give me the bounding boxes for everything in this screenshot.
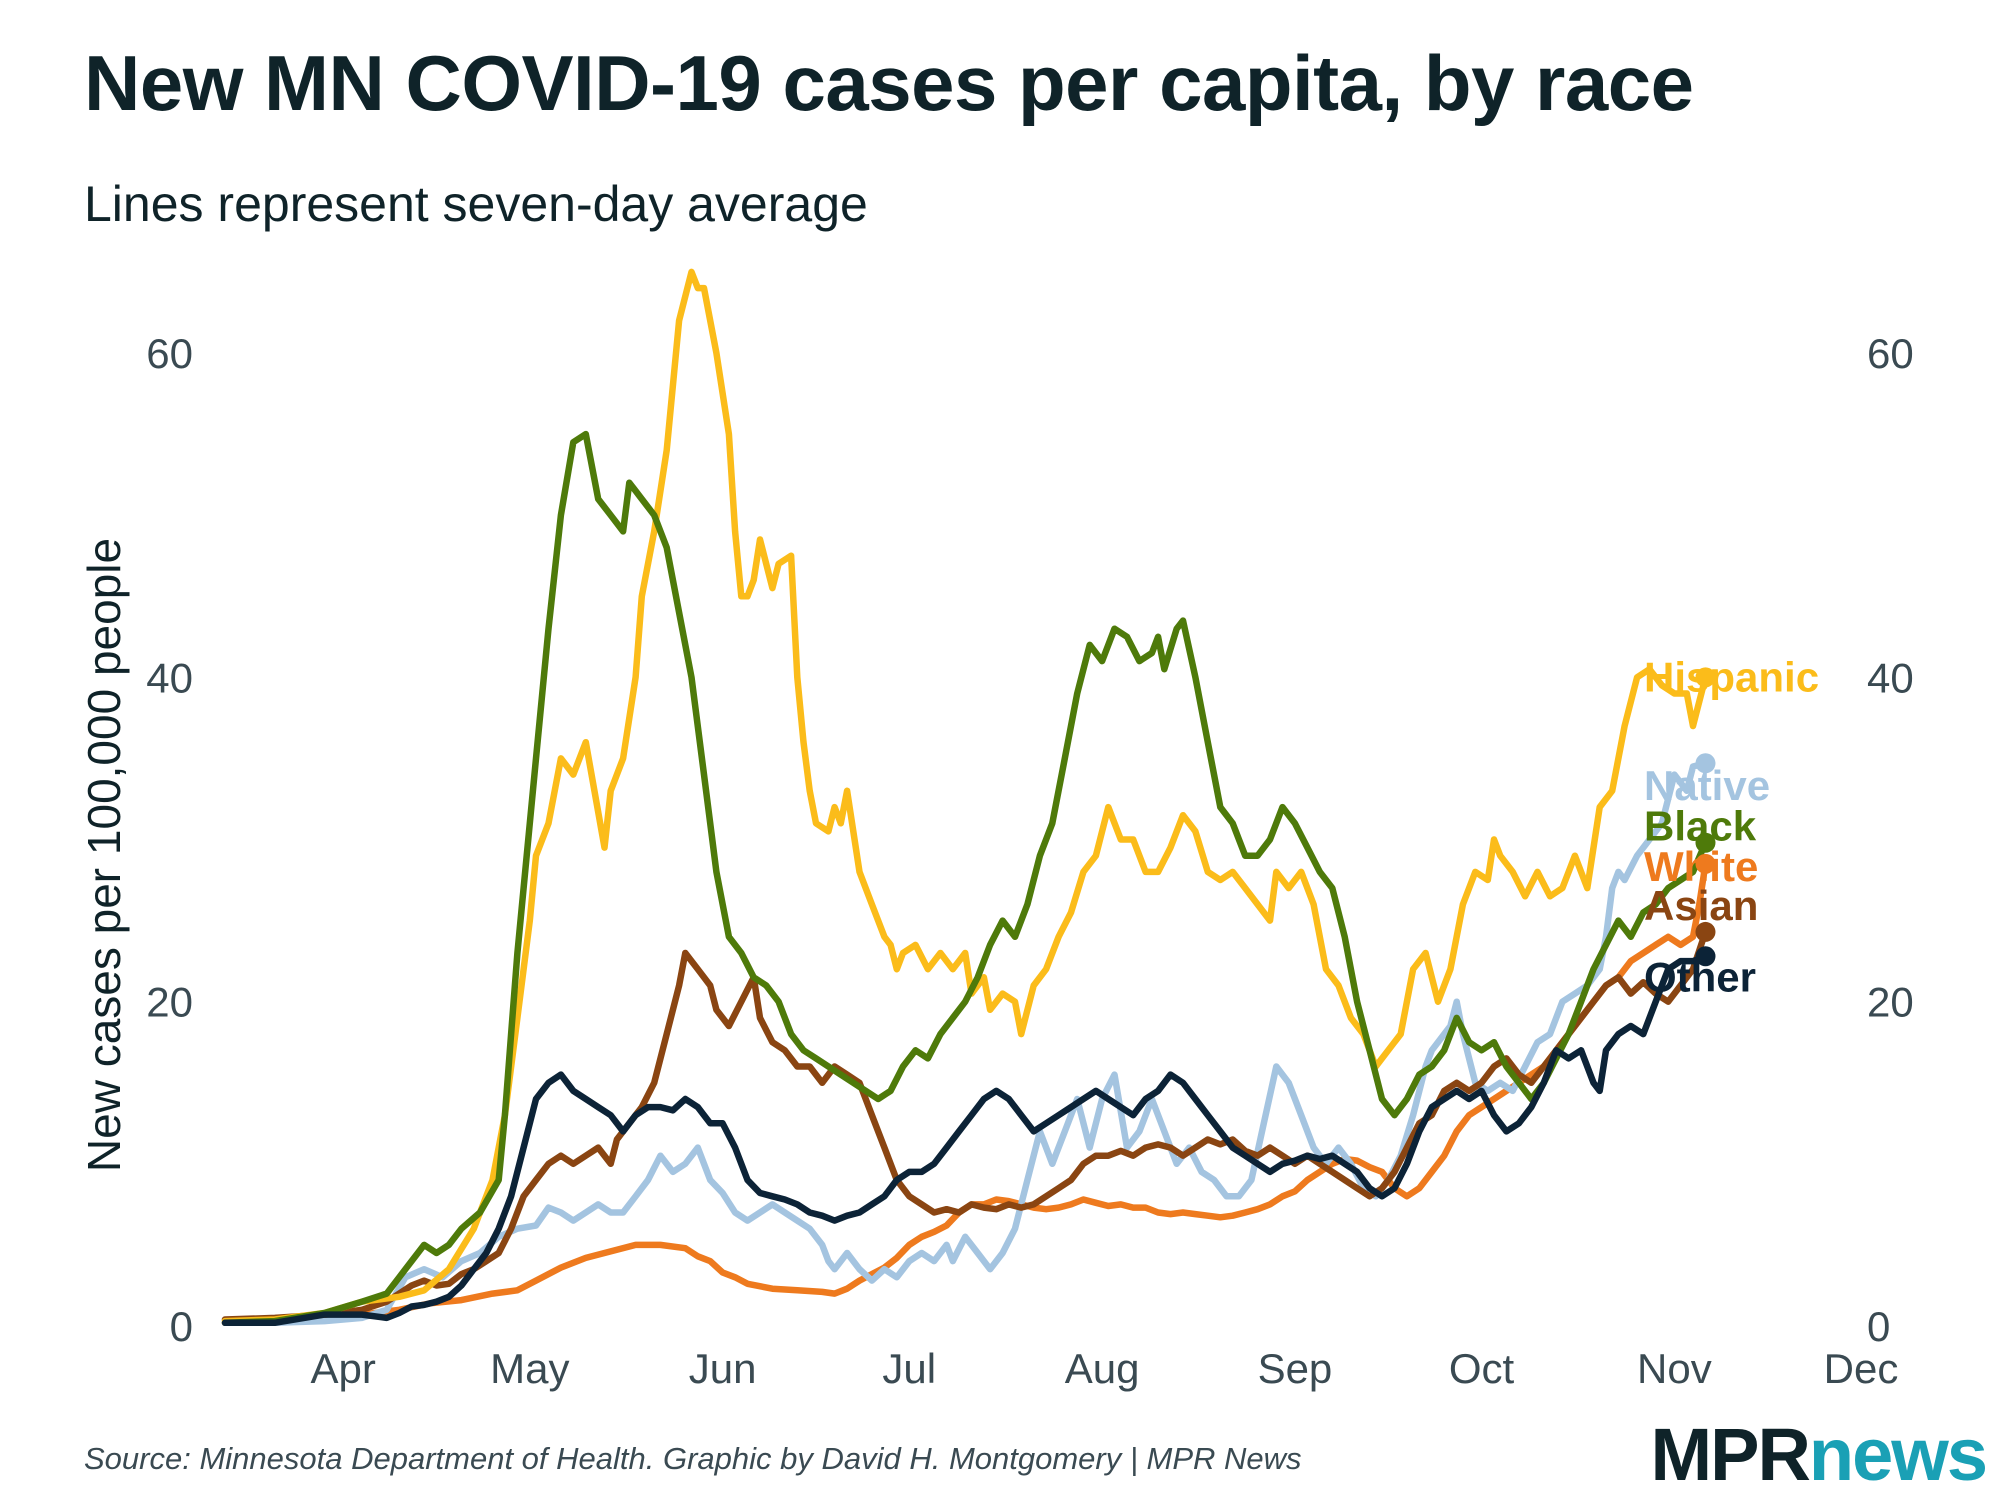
chart-title: New MN COVID-19 cases per capita, by rac… — [84, 39, 1694, 127]
series-line-native — [221, 760, 1709, 1327]
series-end-dot-native — [1695, 753, 1716, 774]
y-tick-right: 0 — [1867, 1303, 1890, 1350]
y-axis-left: 0 20 40 60 — [146, 330, 193, 1350]
x-tick-sep: Sep — [1258, 1345, 1333, 1392]
y-tick-left: 60 — [146, 330, 193, 377]
y-tick-left: 40 — [146, 654, 193, 701]
series-end-dot-hispanic — [1695, 667, 1716, 688]
y-tick-left: 20 — [146, 979, 193, 1026]
y-tick-left: 0 — [170, 1303, 193, 1350]
series-line-black — [221, 430, 1709, 1327]
series-end-dot-black — [1695, 832, 1716, 853]
series-label-hispanic: Hispanic — [1644, 653, 1819, 700]
series-line-hispanic — [221, 268, 1709, 1325]
source-note: Source: Minnesota Department of Health. … — [84, 1441, 1302, 1476]
series-end-dot-asian — [1695, 921, 1716, 942]
series-label-other: Other — [1644, 953, 1756, 1000]
series-end-dot-other — [1695, 946, 1716, 967]
series-label-white: White — [1644, 843, 1758, 890]
x-tick-jul: Jul — [882, 1345, 936, 1392]
series-label-asian: Asian — [1644, 882, 1758, 929]
series-labels: White Native Asian Hispanic Black Other — [1644, 653, 1819, 1000]
y-axis-label: New cases per 100,000 people — [78, 538, 130, 1172]
logo-mpr: MPR — [1650, 1413, 1810, 1496]
x-tick-may: May — [490, 1345, 569, 1392]
x-tick-dec: Dec — [1824, 1345, 1899, 1392]
x-tick-nov: Nov — [1637, 1345, 1712, 1392]
x-tick-aug: Aug — [1065, 1345, 1140, 1392]
mpr-news-logo: MPRnews — [1650, 1418, 1988, 1492]
x-tick-jun: Jun — [689, 1345, 757, 1392]
series-lines — [221, 268, 1709, 1327]
series-end-markers — [1695, 667, 1716, 967]
series-line-other — [221, 953, 1709, 1327]
series-line-asian — [221, 928, 1709, 1323]
series-label-black: Black — [1644, 803, 1757, 850]
logo-news: news — [1808, 1413, 1988, 1496]
y-tick-right: 40 — [1867, 654, 1914, 701]
chart-subtitle: Lines represent seven-day average — [84, 176, 868, 232]
x-tick-apr: Apr — [311, 1345, 376, 1392]
x-tick-oct: Oct — [1449, 1345, 1515, 1392]
y-tick-right: 20 — [1867, 979, 1914, 1026]
x-axis: Apr May Jun Jul Aug Sep Oct Nov Dec — [311, 1345, 1899, 1392]
series-end-dot-white — [1695, 853, 1716, 874]
series-label-native: Native — [1644, 762, 1770, 809]
y-axis-right: 0 20 40 60 — [1867, 330, 1914, 1350]
y-tick-right: 60 — [1867, 330, 1914, 377]
